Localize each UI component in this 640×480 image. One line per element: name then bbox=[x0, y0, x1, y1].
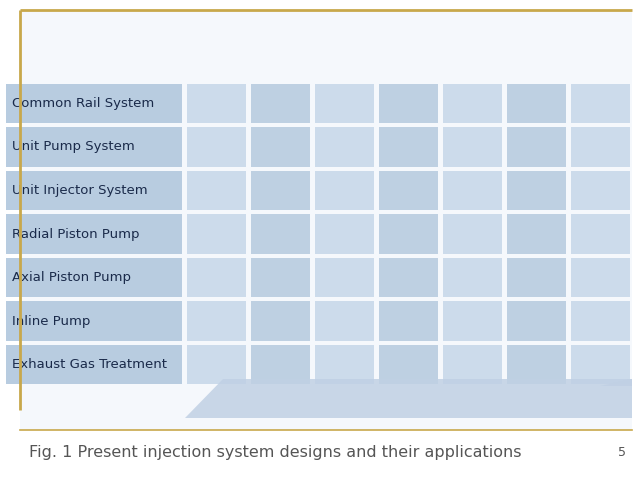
Bar bbox=[20, 10, 632, 430]
Bar bbox=[6, 127, 182, 167]
Bar bbox=[316, 345, 374, 384]
Bar bbox=[188, 84, 246, 123]
Bar bbox=[379, 84, 438, 123]
Text: 5: 5 bbox=[618, 445, 626, 459]
Text: Unit Pump System: Unit Pump System bbox=[12, 141, 134, 154]
Bar bbox=[443, 258, 502, 298]
Bar bbox=[252, 301, 310, 341]
Bar bbox=[507, 127, 566, 167]
Bar bbox=[316, 170, 374, 210]
Bar bbox=[316, 258, 374, 298]
Bar bbox=[6, 214, 182, 254]
Bar bbox=[571, 127, 630, 167]
Bar bbox=[188, 258, 246, 298]
Bar bbox=[379, 258, 438, 298]
Bar bbox=[188, 170, 246, 210]
Bar bbox=[507, 214, 566, 254]
Bar bbox=[252, 258, 310, 298]
Bar bbox=[316, 127, 374, 167]
Bar bbox=[571, 214, 630, 254]
Bar bbox=[252, 170, 310, 210]
Bar bbox=[507, 84, 566, 123]
Text: Exhaust Gas Treatment: Exhaust Gas Treatment bbox=[12, 358, 166, 371]
Bar bbox=[379, 170, 438, 210]
Bar bbox=[188, 345, 246, 384]
Bar bbox=[252, 345, 310, 384]
Bar bbox=[6, 345, 182, 384]
Bar bbox=[571, 258, 630, 298]
Bar bbox=[443, 84, 502, 123]
Bar bbox=[6, 170, 182, 210]
Bar bbox=[252, 127, 310, 167]
Text: Inline Pump: Inline Pump bbox=[12, 314, 90, 327]
Bar bbox=[571, 301, 630, 341]
Bar bbox=[507, 170, 566, 210]
Bar bbox=[571, 84, 630, 123]
Bar bbox=[252, 214, 310, 254]
Bar bbox=[188, 127, 246, 167]
Text: Radial Piston Pump: Radial Piston Pump bbox=[12, 228, 139, 240]
Text: Axial Piston Pump: Axial Piston Pump bbox=[12, 271, 131, 284]
Bar bbox=[443, 345, 502, 384]
Bar bbox=[571, 345, 630, 384]
Text: Unit Injector System: Unit Injector System bbox=[12, 184, 147, 197]
Bar bbox=[252, 84, 310, 123]
Bar bbox=[507, 301, 566, 341]
Bar bbox=[443, 127, 502, 167]
Bar bbox=[379, 214, 438, 254]
Bar bbox=[6, 258, 182, 298]
Bar bbox=[316, 214, 374, 254]
Bar bbox=[316, 301, 374, 341]
Polygon shape bbox=[600, 379, 632, 386]
Bar bbox=[379, 127, 438, 167]
Bar bbox=[188, 214, 246, 254]
Bar bbox=[6, 301, 182, 341]
Bar bbox=[443, 301, 502, 341]
Text: Fig. 1 Present injection system designs and their applications: Fig. 1 Present injection system designs … bbox=[29, 444, 522, 460]
Text: Common Rail System: Common Rail System bbox=[12, 97, 154, 110]
Bar bbox=[379, 301, 438, 341]
Bar bbox=[443, 170, 502, 210]
Bar bbox=[316, 84, 374, 123]
Bar bbox=[379, 345, 438, 384]
Bar bbox=[188, 301, 246, 341]
Bar bbox=[571, 170, 630, 210]
Polygon shape bbox=[185, 379, 632, 418]
Bar bbox=[507, 345, 566, 384]
Bar bbox=[443, 214, 502, 254]
Bar bbox=[6, 84, 182, 123]
Bar bbox=[507, 258, 566, 298]
